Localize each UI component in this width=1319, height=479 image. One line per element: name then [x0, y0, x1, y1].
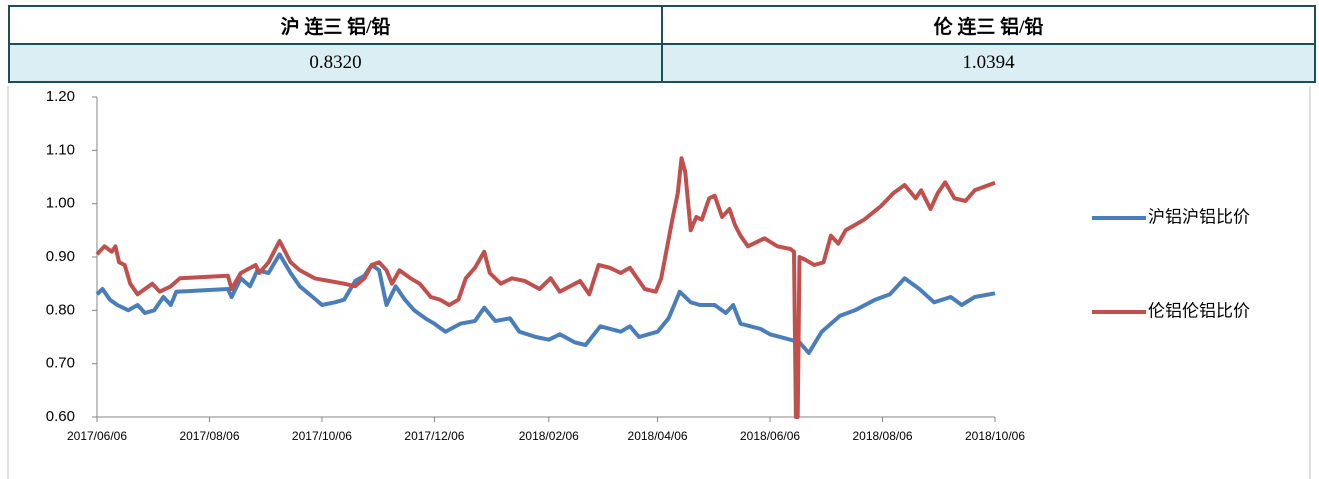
x-tick-label: 2018/06/06: [740, 429, 800, 443]
x-tick-label: 2018/02/06: [519, 429, 579, 443]
y-tick-label: 0.60: [46, 408, 75, 425]
x-tick-label: 2017/10/06: [292, 429, 352, 443]
y-tick-label: 0.80: [46, 301, 75, 318]
ratio-table: 沪 连三 铝/铅 伦 连三 铝/铅 0.8320 1.0394: [8, 5, 1316, 83]
y-tick-label: 1.00: [46, 195, 75, 212]
y-tick-label: 1.20: [46, 88, 75, 105]
x-tick-label: 2017/06/06: [67, 429, 127, 443]
series-line: [95, 156, 996, 419]
x-tick-label: 2018/04/06: [628, 429, 688, 443]
x-tick-label: 2018/08/06: [852, 429, 912, 443]
x-tick-label: 2018/10/06: [965, 429, 1025, 443]
table-header: 沪 连三 铝/铅 伦 连三 铝/铅: [8, 5, 1316, 45]
header-cell: 伦 连三 铝/铅: [661, 5, 1316, 45]
value-cell: 0.8320: [8, 43, 663, 83]
series-line: [95, 252, 996, 355]
y-tick-label: 1.10: [46, 141, 75, 158]
header-cell: 沪 连三 铝/铅: [8, 5, 663, 45]
y-tick-label: 0.90: [46, 248, 75, 265]
table-row: 0.8320 1.0394: [8, 43, 1316, 83]
x-tick-label: 2017/12/06: [404, 429, 464, 443]
x-tick-label: 2017/08/06: [179, 429, 239, 443]
legend-label: 沪铝沪铝比价: [1148, 207, 1250, 226]
value-cell: 1.0394: [661, 43, 1316, 83]
y-tick-label: 0.70: [46, 355, 75, 372]
legend-label: 伦铝伦铝比价: [1148, 301, 1250, 320]
